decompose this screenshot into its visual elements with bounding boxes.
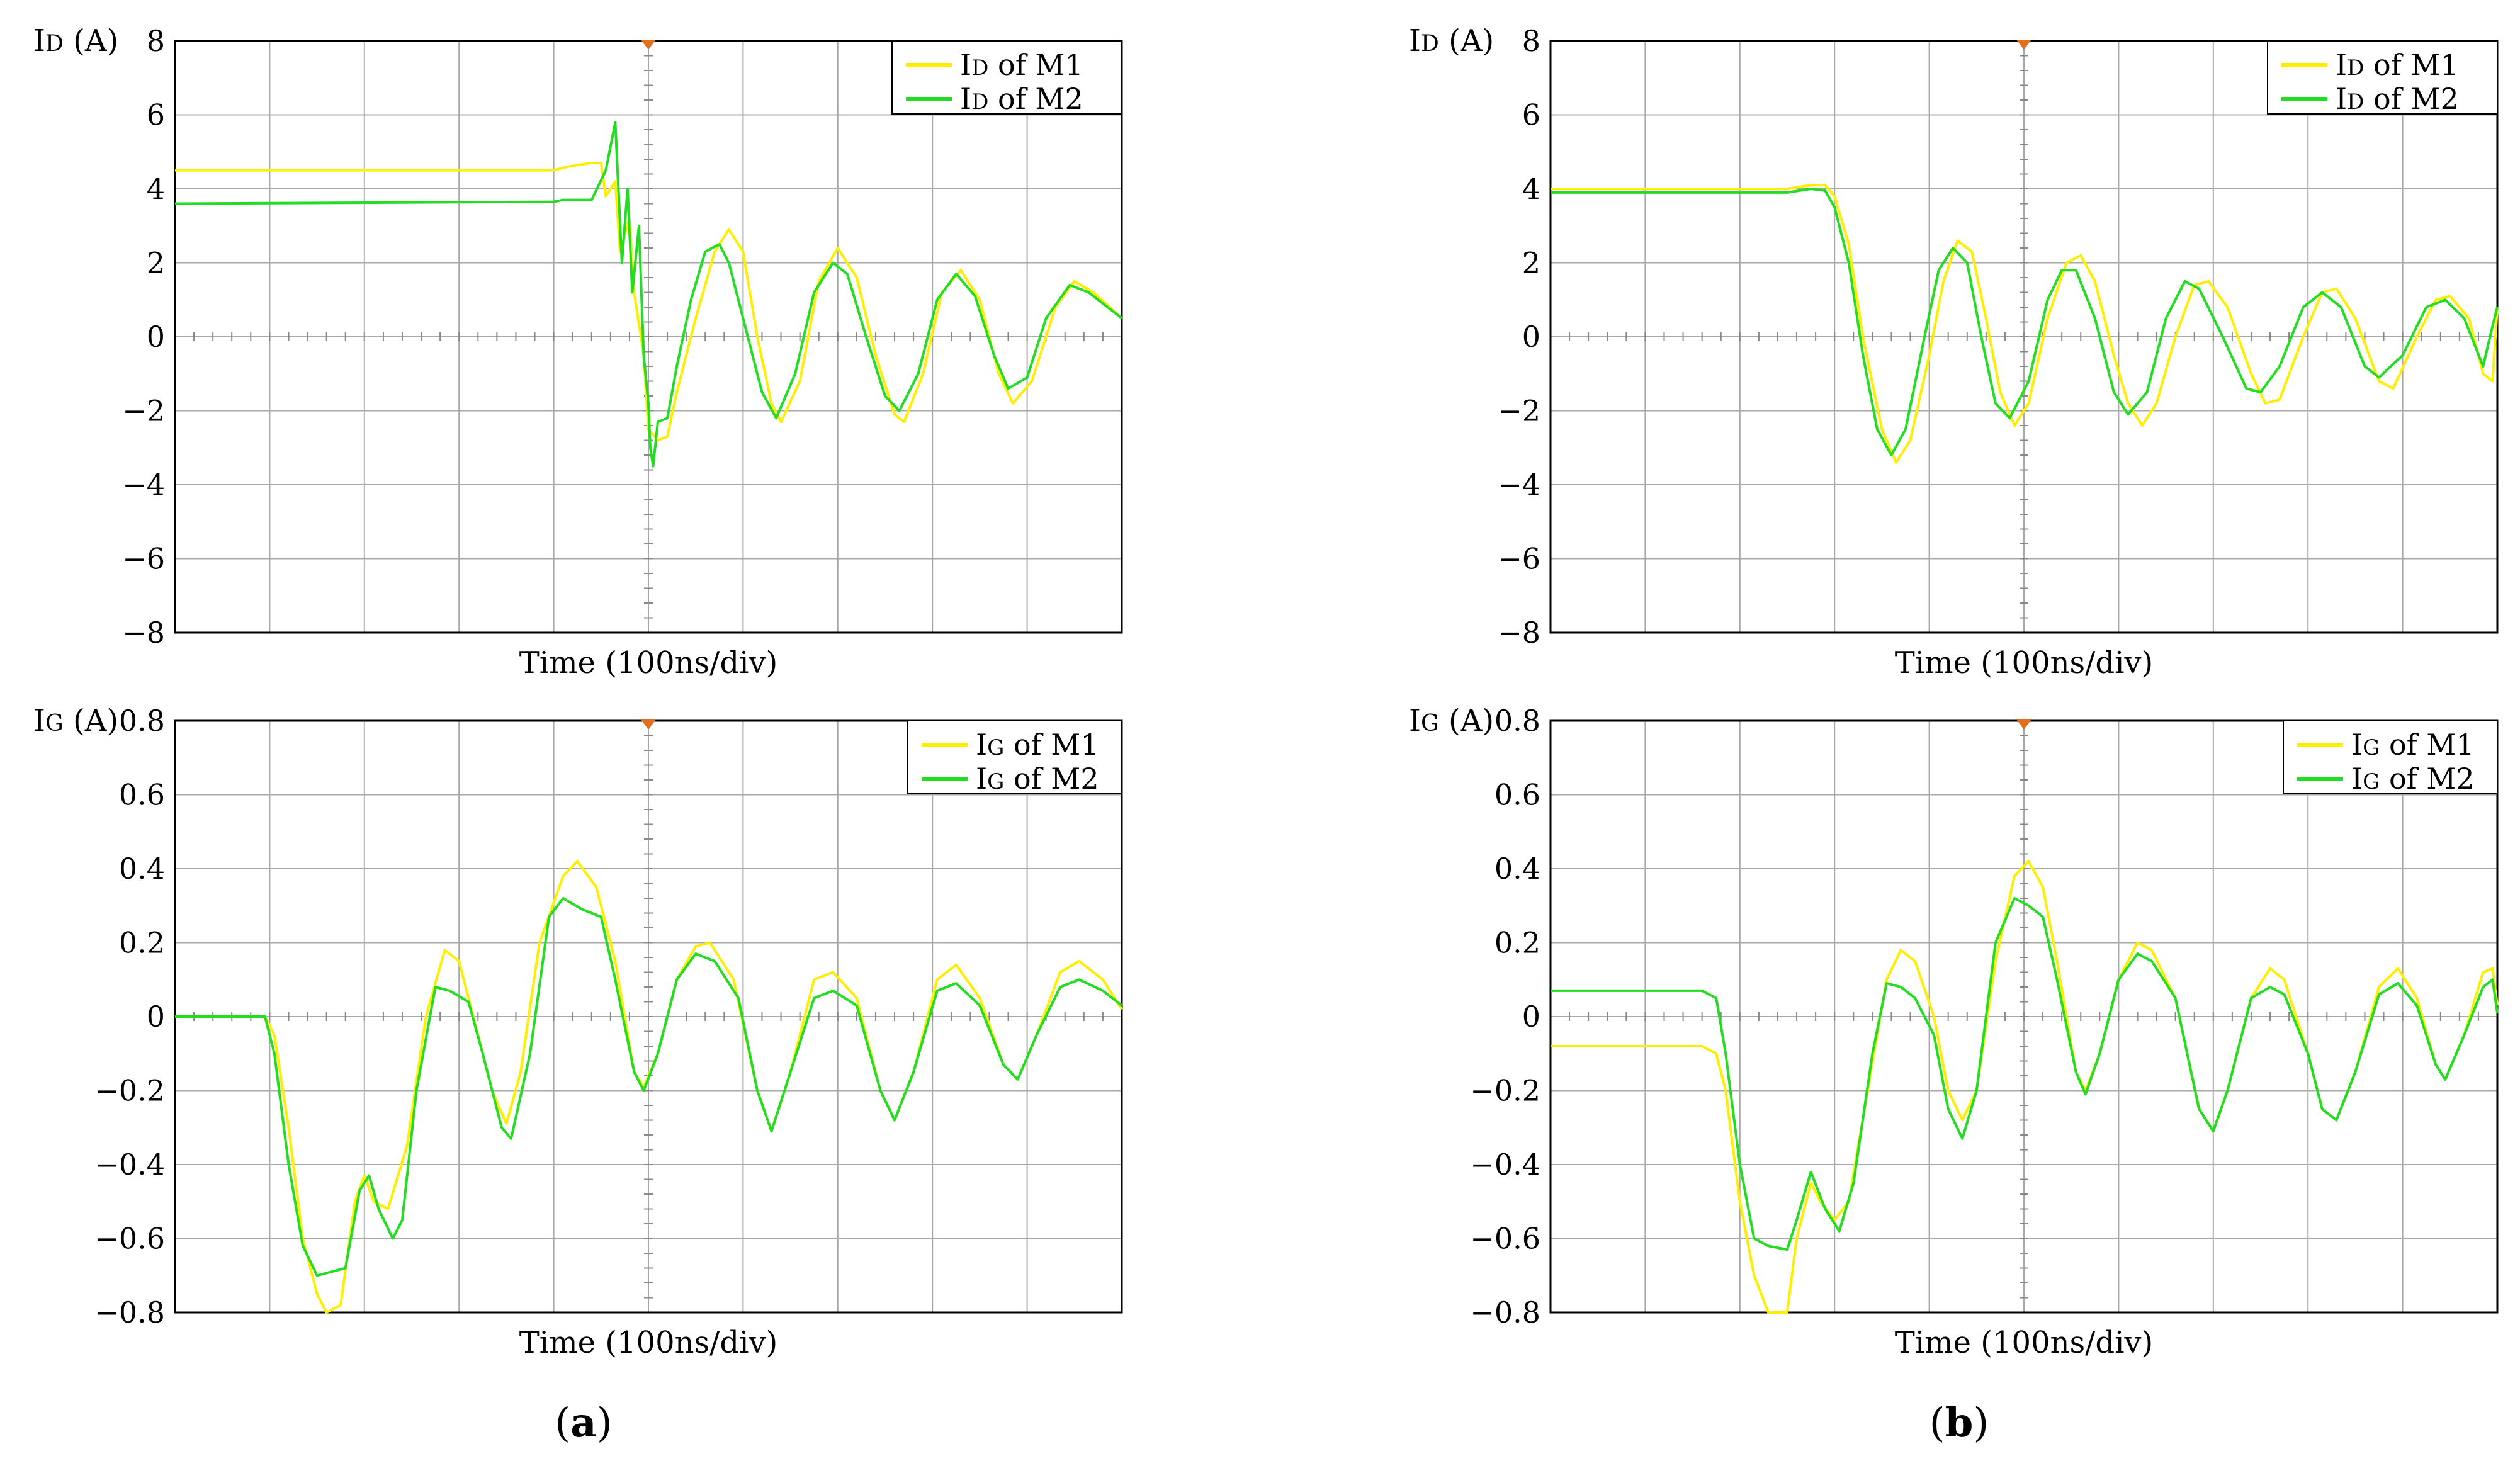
y-tick-label: −0.6: [1470, 1222, 1540, 1256]
trigger-marker: [641, 719, 656, 730]
y-axis-label: IG (A): [1409, 703, 1494, 738]
legend-label: ID of M1: [2336, 48, 2459, 82]
legend-box: [891, 40, 1122, 115]
y-tick-label: −0.4: [94, 1148, 165, 1182]
y-tick-label: 2: [1522, 246, 1540, 280]
y-tick-label: −8: [122, 616, 165, 650]
panel-label-b: (b): [1930, 1399, 1989, 1447]
y-tick-label: −6: [122, 542, 165, 576]
y-axis-label: IG (A): [33, 703, 118, 738]
chart-b-id: −8 −6 −4 −2 0 2 4 6 8 ID (A) Time (100ns/div) ID of…: [1409, 23, 2499, 680]
y-tick-label: 2: [147, 246, 165, 280]
y-tick-label: 4: [1522, 172, 1540, 206]
y-tick-label: 0.8: [119, 704, 165, 738]
y-tick-label: 0: [1522, 1000, 1540, 1034]
y-tick-label: −0.4: [1470, 1148, 1540, 1182]
legend-label: ID of M1: [960, 48, 1083, 82]
chart-b-ig: −0.8 −0.6 −0.4 −0.2 0 0.2 0.4 0.6 0.8IG (A) Time …: [1409, 703, 2499, 1360]
y-tick-label: −8: [1498, 616, 1540, 650]
y-tick-label: 0: [1522, 320, 1540, 354]
legend-label: IG of M1: [2351, 728, 2475, 762]
center-cross: [1550, 40, 2498, 633]
x-axis-label: Time (100ns/div): [1895, 645, 2154, 680]
trigger-marker: [2016, 719, 2031, 730]
trigger-marker: [2016, 40, 2031, 50]
y-tick-label: 0: [147, 320, 165, 354]
y-axis-label: ID (A): [33, 23, 118, 59]
charts: −8 −6 −4 −2 0 2 4 6 8 ID (A) Time (100ns/div) ID of…: [33, 23, 2499, 1360]
y-tick-label: 6: [1522, 98, 1540, 132]
y-tick-label: −0.2: [94, 1074, 165, 1108]
center-cross: [174, 40, 1122, 633]
y-tick-label: 0.2: [1494, 926, 1540, 960]
y-tick-label: 6: [147, 98, 165, 132]
y-tick-label: −0.6: [94, 1222, 165, 1256]
y-tick-label: −2: [122, 394, 165, 428]
y-tick-label: −0.2: [1470, 1074, 1540, 1108]
legend-label: IG of M2: [976, 762, 1099, 796]
x-axis-label: Time (100ns/div): [1895, 1325, 2154, 1360]
y-tick-label: −0.8: [94, 1295, 165, 1329]
x-axis-label: Time (100ns/div): [519, 645, 778, 680]
legend-box: [2267, 40, 2498, 115]
y-tick-label: 0.4: [119, 852, 165, 886]
legend-label: ID of M2: [960, 82, 1083, 116]
center-cross: [174, 720, 1122, 1313]
y-tick-label: 0.4: [1494, 852, 1540, 886]
y-tick-label: −4: [1498, 468, 1540, 502]
series-line-m1: [1551, 184, 2499, 464]
y-tick-label: 0.2: [119, 926, 165, 960]
trigger-marker: [641, 40, 656, 50]
legend-label: IG of M2: [2351, 762, 2475, 796]
y-tick-label: −2: [1498, 394, 1540, 428]
chart-a-ig: −0.8 −0.6 −0.4 −0.2 0 0.2 0.4 0.6 0.8IG (A) Time …: [33, 703, 1123, 1360]
y-tick-label: 0: [147, 1000, 165, 1034]
legend-box: [2283, 720, 2498, 794]
y-tick-label: 8: [1522, 24, 1540, 58]
legend-label: ID of M2: [2336, 82, 2459, 116]
series-line-m2: [1551, 897, 2499, 1251]
series-line-m2: [1551, 188, 2499, 456]
x-axis-label: Time (100ns/div): [519, 1325, 778, 1360]
series-line-m2: [174, 121, 1123, 468]
y-tick-label: 4: [147, 172, 165, 206]
y-tick-label: −0.8: [1470, 1295, 1540, 1329]
panel-label-a: (a): [555, 1399, 612, 1447]
y-axis-label: ID (A): [1409, 23, 1494, 59]
legend-box: [907, 720, 1122, 794]
y-tick-label: −6: [1498, 542, 1540, 576]
y-tick-label: 0.6: [119, 778, 165, 812]
chart-a-id: −8 −6 −4 −2 0 2 4 6 8 ID (A) Time (100ns/div) ID of…: [33, 23, 1123, 680]
y-tick-label: 8: [147, 24, 165, 58]
y-tick-label: 0.6: [1494, 778, 1540, 812]
series-line-m2: [175, 897, 1123, 1277]
legend-label: IG of M1: [976, 728, 1099, 762]
y-tick-label: 0.8: [1494, 704, 1540, 738]
y-tick-label: −4: [122, 468, 165, 502]
